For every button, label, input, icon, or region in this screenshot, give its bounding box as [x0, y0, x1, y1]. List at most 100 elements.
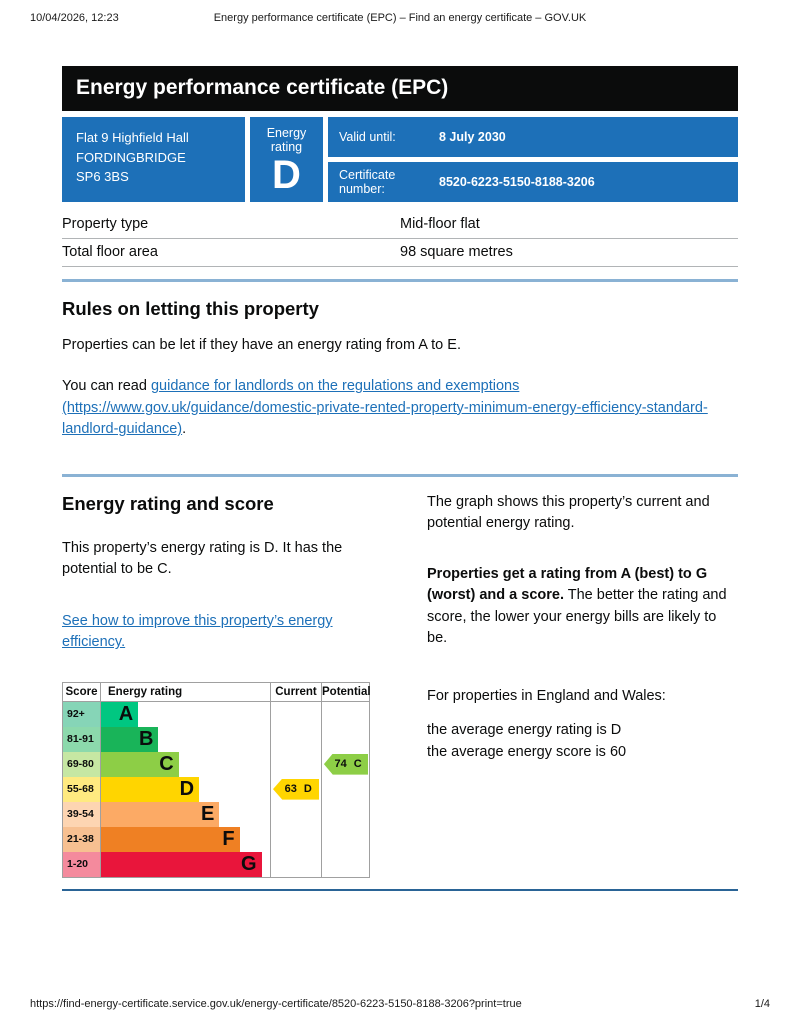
epc-potential-cell: [321, 801, 370, 827]
letting-guidance-paragraph: You can read guidance for landlords on t…: [62, 376, 738, 440]
energy-rating-box: Energy rating D: [250, 117, 323, 202]
valid-until-label: Valid until:: [339, 130, 396, 144]
potential-rating-arrow: 74 C: [323, 753, 369, 775]
rating-explanation-rest: The better the rating and score, the low…: [427, 587, 727, 647]
improve-efficiency-link[interactable]: See how to improve this property’s energ…: [62, 612, 333, 651]
average-rating-line: the average energy rating is D: [427, 721, 622, 738]
floor-area-label: Total floor area: [62, 244, 158, 260]
score-column-header: Score: [63, 682, 101, 701]
potential-rating-arrow-score: 74: [334, 758, 347, 771]
address-line-3: SP6 3BS: [76, 169, 129, 184]
certificate-title: Energy performance certificate (EPC): [76, 76, 449, 99]
epc-bar-cell: G: [101, 851, 270, 877]
section-divider: [62, 473, 738, 477]
epc-current-cell: [270, 851, 321, 877]
epc-bar-cell: F: [101, 826, 270, 852]
property-type-value: Mid-floor flat: [400, 216, 480, 232]
current-rating-arrow-score: 63: [284, 783, 297, 796]
epc-chart-header: Score Energy rating Current Potential: [63, 682, 371, 702]
address-line-2: FORDINGBRIDGE: [76, 149, 186, 165]
epc-rating-bar: F: [101, 826, 240, 852]
epc-band-row: 55-68 D 63 D: [63, 776, 370, 802]
epc-current-cell: [270, 701, 321, 727]
epc-band-row: 21-38 F: [63, 826, 370, 852]
energy-rating-label: Energy rating: [266, 126, 307, 154]
property-details-table: Property type Mid-floor flat Total floor…: [62, 211, 738, 267]
property-address-box: Flat 9 Highfield Hall FORDINGBRIDGE SP6 …: [62, 117, 245, 202]
epc-current-cell: 63 D: [270, 776, 321, 802]
section-divider: [62, 279, 738, 282]
average-score-line: the average energy score is 60: [427, 744, 627, 761]
floor-area-value: 98 square metres: [400, 244, 513, 260]
property-type-label: Property type: [62, 216, 149, 232]
rating-explanation-bold: Properties get a rating from A (best) to…: [427, 565, 708, 604]
epc-band-row: 69-80 C 74 C: [63, 751, 370, 777]
epc-potential-cell: 74 C: [321, 751, 370, 777]
epc-rating-bar: E: [101, 801, 220, 827]
browser-print-footer: https://find-energy-certificate.service.…: [30, 998, 770, 1010]
rating-explanation-text: Properties get a rating from A (best) to…: [427, 564, 738, 650]
rating-right-column: The graph shows this property’s current …: [427, 477, 738, 764]
current-column-header: Current: [270, 682, 321, 701]
current-rating-arrow: 63 D: [273, 778, 319, 800]
epc-rating-chart: Score Energy rating Current Potential 92…: [62, 681, 371, 878]
epc-potential-cell: [321, 726, 370, 752]
print-page-number: 1/4: [754, 998, 770, 1010]
epc-rating-bar: A: [101, 701, 139, 727]
guidance-text-prefix: You can read: [62, 378, 151, 395]
epc-bar-cell: B: [101, 726, 270, 752]
epc-band-row: 81-91 B: [63, 726, 370, 752]
epc-current-cell: [270, 726, 321, 752]
validity-column: Valid until: 8 July 2030 Certificate num…: [328, 117, 738, 202]
section-divider-dark: [62, 888, 738, 891]
energy-rating-section: Energy rating and score This property’s …: [62, 477, 738, 878]
epc-score-range: 1-20: [63, 851, 101, 877]
guidance-text-suffix: .: [182, 421, 187, 438]
address-line-1: Flat 9 Highfield Hall: [76, 130, 189, 145]
letting-rules-section: Rules on letting this property Propertie…: [62, 298, 738, 441]
table-row: Total floor area 98 square metres: [62, 239, 738, 267]
epc-score-range: 21-38: [63, 826, 101, 852]
certificate-number-value: 8520-6223-5150-8188-3206: [439, 175, 595, 189]
average-stats: the average energy rating is D the avera…: [427, 719, 738, 764]
epc-score-range: 81-91: [63, 726, 101, 752]
epc-band-row: 1-20 G: [63, 851, 370, 877]
print-url: https://find-energy-certificate.service.…: [30, 998, 522, 1010]
print-page-title: Energy performance certificate (EPC) – F…: [213, 12, 587, 24]
landlord-guidance-link[interactable]: guidance for landlords on the regulation…: [62, 378, 708, 438]
letting-rules-heading: Rules on letting this property: [62, 298, 319, 319]
epc-bar-cell: A: [101, 701, 270, 727]
current-rating-arrow-letter: D: [303, 783, 312, 796]
energy-rating-heading: Energy rating and score: [62, 492, 274, 514]
epc-rating-bar: D: [101, 776, 200, 802]
certificate-summary: Flat 9 Highfield Hall FORDINGBRIDGE SP6 …: [62, 117, 738, 202]
epc-rating-bar: B: [101, 726, 159, 752]
epc-score-range: 69-80: [63, 751, 101, 777]
certificate-banner: Energy performance certificate (EPC): [62, 66, 738, 111]
epc-potential-cell: [321, 776, 370, 802]
epc-current-cell: [270, 826, 321, 852]
epc-bar-cell: D: [101, 776, 270, 802]
rating-column-header: Energy rating: [108, 685, 183, 698]
epc-potential-cell: [321, 701, 370, 727]
epc-score-range: 92+: [63, 701, 101, 727]
valid-until-row: Valid until: 8 July 2030: [328, 117, 738, 157]
letting-rules-text: Properties can be let if they have an en…: [62, 337, 461, 353]
graph-description-text: The graph shows this property’s current …: [427, 493, 710, 532]
epc-score-range: 39-54: [63, 801, 101, 827]
epc-current-cell: [270, 751, 321, 777]
certificate-number-row: Certificate number: 8520-6223-5150-8188-…: [328, 162, 738, 202]
epc-band-row: 39-54 E: [63, 801, 370, 827]
rating-summary-text: This property’s energy rating is D. It h…: [62, 539, 343, 578]
energy-rating-value: D: [272, 153, 301, 197]
epc-rating-bar: C: [101, 751, 179, 777]
certificate-page: Energy performance certificate (EPC) Fla…: [62, 0, 738, 891]
epc-chart-body: 92+ A 81-91 B 69-80 C 74 C 55-68 D 63 D 39-54 E 21-38 F…: [63, 701, 370, 877]
print-datetime: 10/04/2026, 12:23: [30, 12, 119, 24]
epc-potential-cell: [321, 851, 370, 877]
epc-current-cell: [270, 801, 321, 827]
epc-band-row: 92+ A: [63, 701, 370, 727]
certificate-number-label: Certificate number:: [339, 168, 396, 196]
epc-bar-cell: E: [101, 801, 270, 827]
epc-potential-cell: [321, 826, 370, 852]
